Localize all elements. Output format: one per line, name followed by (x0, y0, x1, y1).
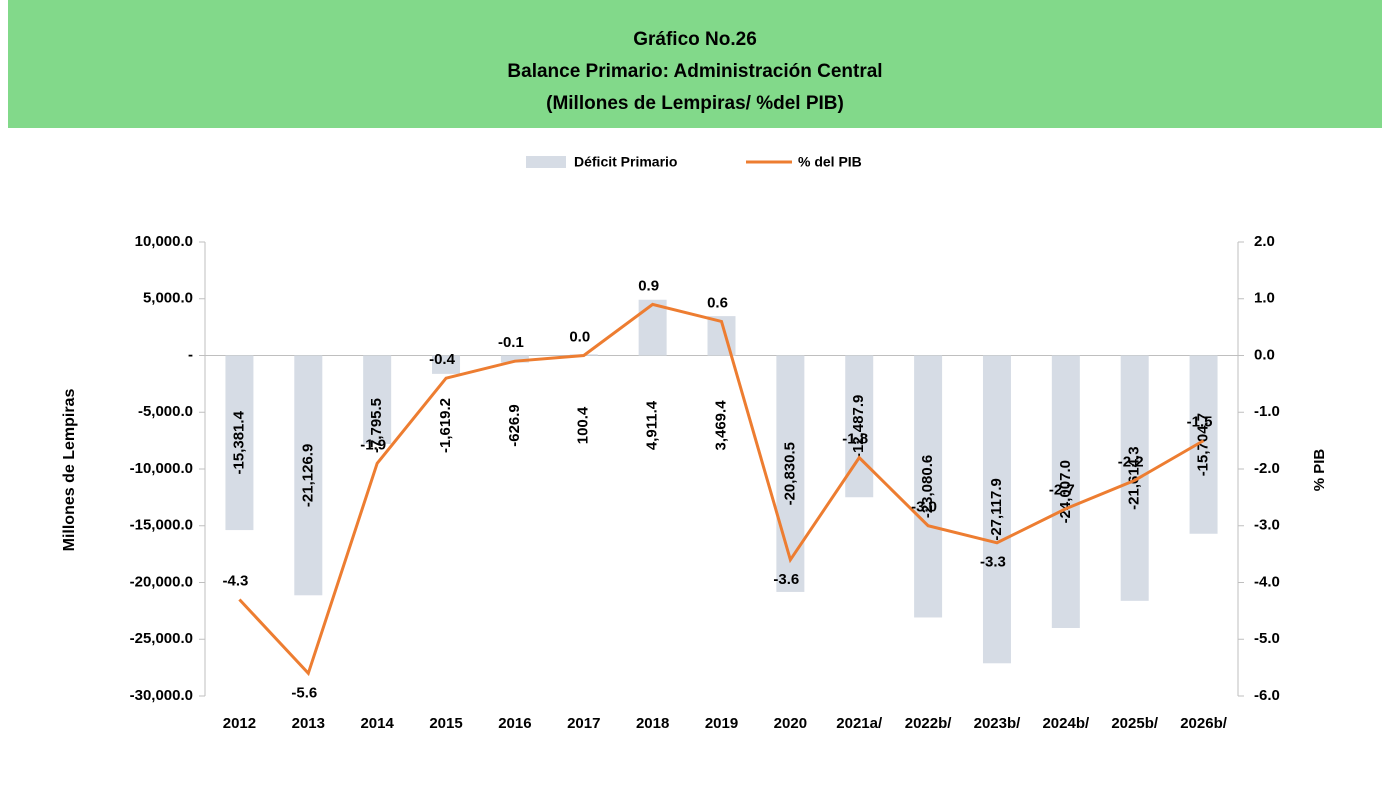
y2-tick-label: -5.0 (1254, 630, 1280, 647)
x-tick-label: 2013 (292, 715, 325, 732)
x-tick-label: 2023b/ (974, 715, 1022, 732)
header-band (8, 0, 1382, 128)
bar (294, 355, 323, 596)
y2-tick-label: 1.0 (1254, 290, 1275, 307)
bar-value-label: -15,704.7 (1195, 413, 1212, 476)
chart-title: (Millones de Lempiras/ %del PIB) (546, 93, 844, 114)
line-value-label: -0.1 (498, 334, 524, 351)
bar (225, 355, 254, 531)
bar-value-label: 3,469.4 (712, 400, 729, 451)
bar (432, 355, 461, 374)
y-tick-label: -15,000.0 (130, 517, 193, 534)
bar (1051, 355, 1080, 628)
x-tick-label: 2025b/ (1111, 715, 1159, 732)
y-tick-label: -20,000.0 (130, 573, 193, 590)
x-tick-label: 2018 (636, 715, 669, 732)
line-value-label: -5.6 (291, 684, 317, 701)
x-tick-label: 2017 (567, 715, 600, 732)
y-axis-title: Millones de Lempiras (61, 389, 78, 552)
bar-value-label: -21,126.9 (299, 444, 316, 507)
x-tick-label: 2020 (774, 715, 807, 732)
line-value-label: -2.7 (1049, 482, 1075, 499)
legend-label: Déficit Primario (574, 154, 677, 170)
line-value-label: 0.9 (638, 277, 659, 294)
y-tick-label: - (188, 346, 193, 363)
line-value-label: -3.3 (980, 554, 1006, 571)
y-tick-label: 10,000.0 (135, 233, 193, 250)
bar (500, 355, 529, 363)
line-value-label: -1.8 (842, 431, 868, 448)
y2-tick-label: -3.0 (1254, 517, 1280, 534)
bar-value-label: 100.4 (575, 406, 592, 444)
y-tick-label: 5,000.0 (143, 290, 193, 307)
y-tick-label: -5,000.0 (138, 403, 193, 420)
bar (1120, 355, 1149, 601)
x-tick-label: 2015 (429, 715, 462, 732)
legend-swatch (526, 156, 566, 168)
bar (914, 355, 943, 618)
legend-label: % del PIB (798, 154, 862, 170)
x-tick-label: 2019 (705, 715, 738, 732)
y2-tick-label: -4.0 (1254, 573, 1280, 590)
bar-value-label: 4,911.4 (644, 400, 661, 450)
bar-value-label: -20,830.5 (781, 442, 798, 505)
line-value-label: -2.2 (1118, 453, 1144, 470)
y-tick-label: -25,000.0 (130, 630, 193, 647)
bar-value-label: -12,487.9 (850, 395, 867, 458)
x-tick-label: 2012 (223, 715, 256, 732)
line (238, 302, 1205, 677)
x-tick-label: 2014 (360, 715, 394, 732)
line-value-label: -1.9 (360, 436, 386, 453)
line-value-label: -1.5 (1187, 414, 1213, 431)
bar-value-label: -7,795.5 (368, 398, 385, 453)
y2-tick-label: -1.0 (1254, 403, 1280, 420)
y2-tick-label: 2.0 (1254, 233, 1275, 250)
line-value-label: 0.0 (569, 328, 590, 345)
line-value-label: -3.0 (911, 499, 937, 516)
x-tick-label: 2021a/ (836, 715, 883, 732)
y2-tick-label: 0.0 (1254, 346, 1275, 363)
line-value-label: -0.4 (429, 351, 456, 368)
x-tick-label: 2016 (498, 715, 531, 732)
bar-value-label: -15,381.4 (230, 410, 247, 474)
line-value-label: -3.6 (773, 571, 799, 588)
y2-axis-title: % PIB (1311, 449, 1328, 492)
bar-value-label: -27,117.9 (988, 478, 1005, 541)
line-value-label: -4.3 (223, 572, 249, 589)
y2-tick-label: -6.0 (1254, 687, 1280, 704)
bar (363, 355, 392, 444)
bar-value-label: -626.9 (506, 404, 523, 447)
line-value-label: 0.6 (707, 294, 728, 311)
bar (776, 355, 805, 592)
x-tick-label: 2024b/ (1042, 715, 1090, 732)
bar (638, 299, 667, 356)
bar-value-label: -23,080.6 (919, 455, 936, 518)
bar (982, 355, 1011, 664)
x-tick-label: 2026b/ (1180, 715, 1228, 732)
y-tick-label: -30,000.0 (130, 687, 193, 704)
y-tick-label: -10,000.0 (130, 460, 193, 477)
y2-tick-label: -2.0 (1254, 460, 1280, 477)
bar-value-label: -1,619.2 (437, 398, 454, 453)
bar-value-label: -21,614.3 (1126, 446, 1143, 509)
chart-title: Balance Primario: Administración Central (507, 61, 882, 82)
x-tick-label: 2022b/ (905, 715, 953, 732)
chart-title: Gráfico No.26 (633, 29, 757, 50)
